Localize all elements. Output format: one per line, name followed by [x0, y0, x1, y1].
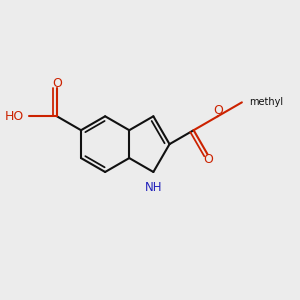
Text: NH: NH [145, 181, 163, 194]
Text: O: O [203, 153, 213, 166]
Text: O: O [213, 104, 223, 117]
Text: HO: HO [4, 110, 24, 123]
Text: O: O [52, 77, 62, 90]
Text: methyl: methyl [249, 98, 283, 107]
